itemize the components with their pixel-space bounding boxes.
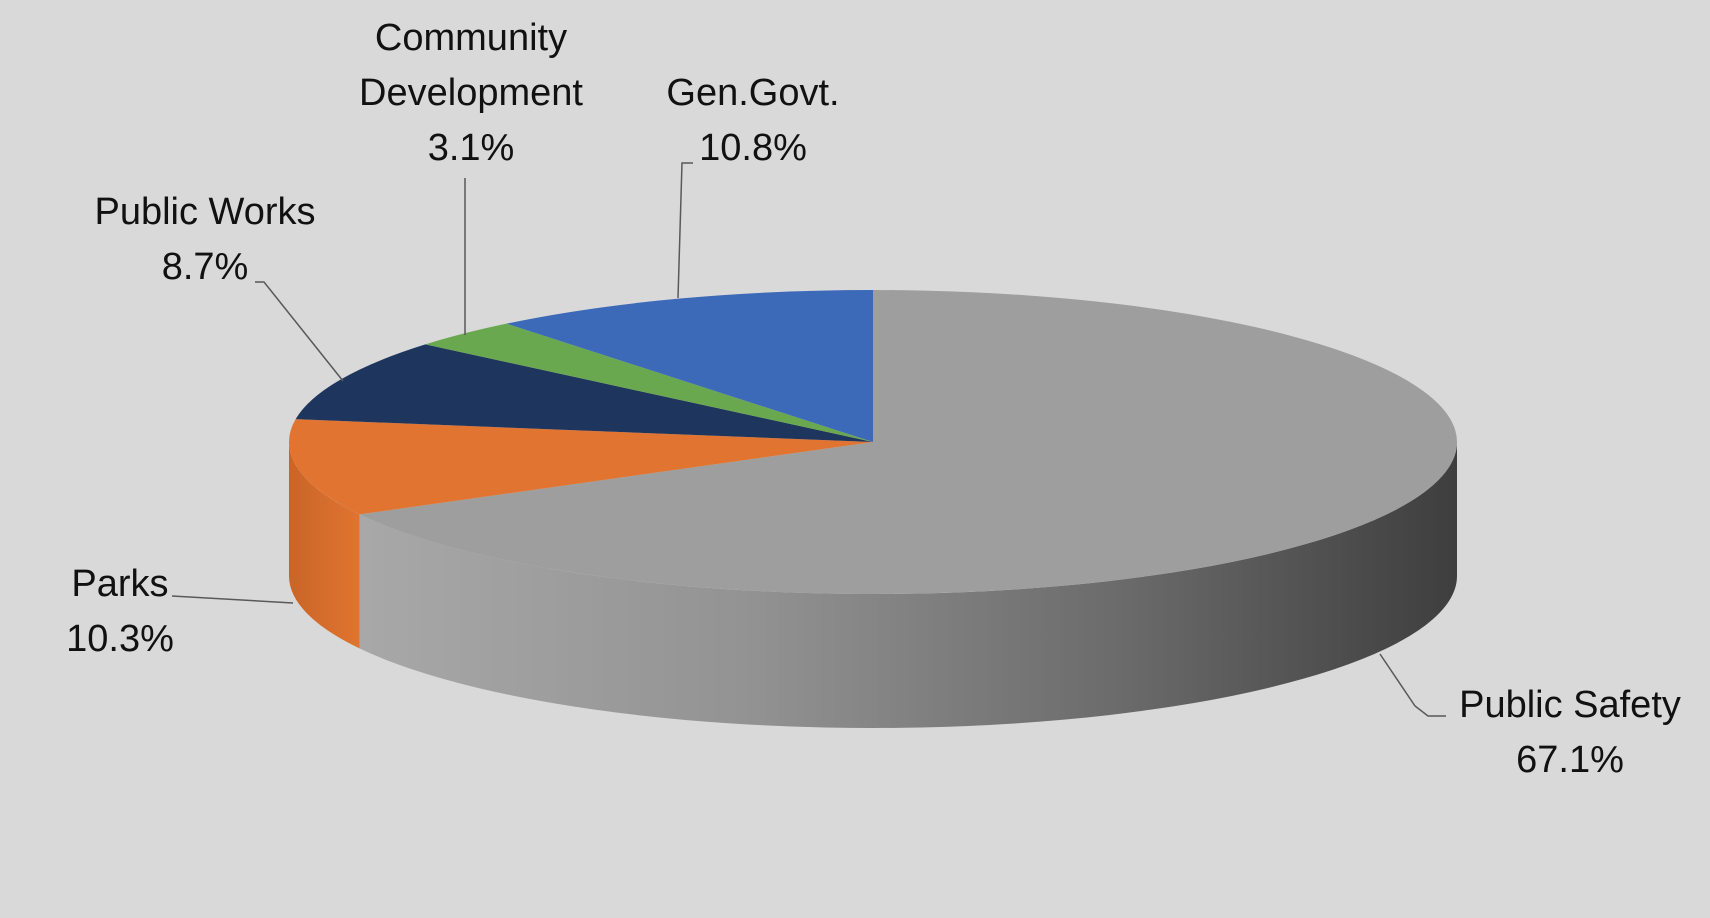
slice-label-gen-govt: Gen.Govt. 10.8%: [666, 72, 839, 169]
slice-label-community-development: Community Development 3.1%: [359, 17, 583, 169]
slice-public-safety: [359, 290, 1458, 595]
slice-value-label: 10.8%: [699, 127, 807, 169]
pie-sides: [289, 442, 1458, 728]
slice-side-public-safety: [359, 442, 1458, 728]
slice-name-label: Community: [375, 17, 567, 59]
slice-name-label: Public Works: [94, 191, 315, 233]
slice-labels: Public Safety 67.1% Parks 10.3% Public Works…: [66, 17, 1681, 781]
slice-label-public-safety: Public Safety 67.1%: [1459, 684, 1681, 781]
slice-value-label: 67.1%: [1516, 739, 1624, 781]
leader-line-public-safety: [1379, 653, 1446, 717]
slice-label-public-works: Public Works 8.7%: [94, 191, 315, 288]
slice-value-label: 8.7%: [162, 246, 249, 288]
slice-community-development: [425, 323, 873, 442]
slice-label-parks: Parks 10.3%: [66, 563, 174, 660]
slice-gen-govt: [506, 290, 873, 442]
slice-public-works: [295, 344, 873, 442]
slice-name-label: Development: [359, 72, 583, 114]
slice-value-label: 3.1%: [428, 127, 515, 169]
slice-name-label: Parks: [71, 563, 168, 605]
pie-tops: [289, 290, 1458, 595]
leader-line-gen-govt: [677, 162, 693, 299]
slice-name-label: Gen.Govt.: [666, 72, 839, 114]
slice-side-parks: [289, 442, 360, 649]
leader-line-parks: [171, 595, 294, 604]
slice-value-label: 10.3%: [66, 618, 174, 660]
slice-name-label: Public Safety: [1459, 684, 1681, 726]
leader-line-public-works: [255, 281, 344, 382]
leader-lines: [171, 162, 1446, 717]
slice-parks: [289, 419, 873, 515]
